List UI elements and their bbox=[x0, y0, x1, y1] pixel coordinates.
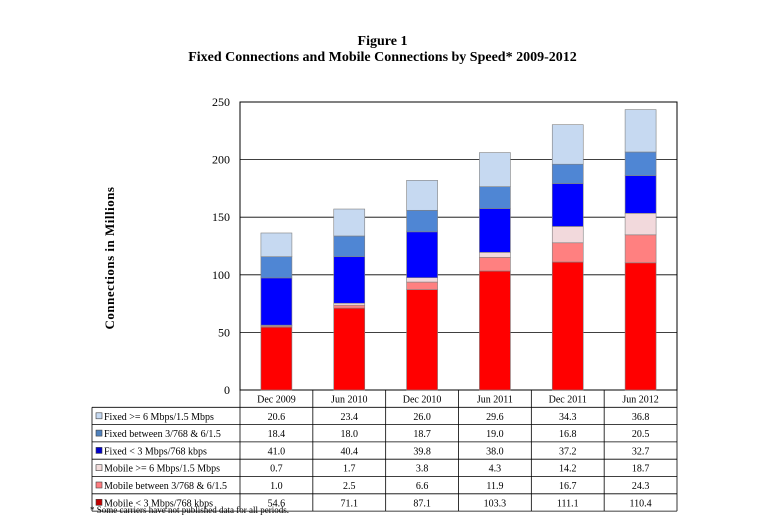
legend-marker bbox=[95, 481, 103, 489]
bar-segment bbox=[479, 270, 511, 391]
bar-segment bbox=[624, 234, 657, 264]
table-value: 32.7 bbox=[632, 446, 650, 457]
table-value: 26.0 bbox=[413, 412, 431, 423]
table-value: 39.8 bbox=[413, 446, 431, 457]
legend-label: Mobile < 3 Mbps/768 kbps bbox=[104, 498, 213, 509]
chart-title: Fixed Connections and Mobile Connections… bbox=[188, 50, 577, 65]
bar-segment bbox=[406, 277, 438, 283]
bar-segment bbox=[260, 256, 293, 279]
legend-label: Fixed >= 6 Mbps/1.5 Mbps bbox=[104, 412, 214, 423]
y-tick-label: 50 bbox=[218, 325, 230, 339]
bar-segment bbox=[406, 289, 438, 391]
table-value: 6.6 bbox=[416, 481, 429, 492]
legend-marker bbox=[95, 447, 103, 454]
table-value: 54.6 bbox=[268, 498, 286, 509]
bar-segment bbox=[333, 235, 366, 258]
legend-marker bbox=[95, 412, 103, 420]
bar-segment bbox=[479, 152, 511, 187]
table-value: 3.8 bbox=[416, 464, 429, 475]
table-value: 38.0 bbox=[486, 446, 504, 457]
table-value: 24.3 bbox=[632, 481, 650, 492]
legend-label: Mobile >= 6 Mbps/1.5 Mbps bbox=[104, 464, 220, 475]
bar-segment bbox=[406, 209, 438, 233]
x-tick-label: Dec 2011 bbox=[549, 395, 587, 406]
bar-segment bbox=[624, 109, 657, 153]
table-value: 71.1 bbox=[341, 498, 359, 509]
bar-segment bbox=[624, 151, 657, 176]
bar-segment bbox=[406, 180, 438, 211]
y-tick-label: 250 bbox=[212, 95, 230, 109]
x-tick-label: Jun 2010 bbox=[331, 395, 367, 406]
bar-segment bbox=[551, 163, 584, 184]
legend-label: Fixed < 3 Mbps/768 kbps bbox=[104, 446, 207, 457]
table-value: 14.2 bbox=[559, 464, 577, 475]
bar-segment bbox=[479, 186, 511, 209]
bar-segment bbox=[551, 183, 584, 227]
bar-segment bbox=[406, 231, 438, 278]
x-tick-label: Dec 2010 bbox=[403, 395, 442, 406]
bar-segment bbox=[333, 256, 366, 304]
bar-segment bbox=[260, 277, 293, 326]
table-value: 23.4 bbox=[341, 412, 359, 423]
bar-segment bbox=[624, 262, 657, 391]
figure-label: Figure 1 bbox=[357, 34, 408, 49]
y-tick-label: 0 bbox=[224, 383, 230, 397]
legend-marker bbox=[95, 498, 103, 506]
table-value: 1.7 bbox=[343, 464, 356, 475]
table-value: 34.3 bbox=[559, 412, 577, 423]
table-value: 4.3 bbox=[489, 464, 502, 475]
x-tick-label: Jun 2012 bbox=[622, 395, 658, 406]
table-value: 36.8 bbox=[632, 412, 650, 423]
bar-segment bbox=[333, 307, 366, 391]
legend-marker bbox=[95, 429, 103, 437]
bar-segment bbox=[333, 304, 366, 309]
table-value: 19.0 bbox=[486, 429, 504, 440]
table-value: 1.0 bbox=[270, 481, 283, 492]
bar-segment bbox=[551, 261, 584, 391]
bar-segment bbox=[406, 281, 438, 290]
table-value: 40.4 bbox=[341, 446, 359, 457]
table-value: 16.7 bbox=[559, 481, 577, 492]
table-value: 29.6 bbox=[486, 412, 504, 423]
table-value: 110.4 bbox=[630, 498, 652, 509]
plot-area-border bbox=[239, 101, 678, 391]
bar-segment bbox=[260, 232, 293, 258]
legend-marker bbox=[95, 464, 103, 472]
table-value: 11.9 bbox=[486, 481, 503, 492]
y-tick-label: 150 bbox=[212, 210, 230, 224]
bar-segment bbox=[551, 226, 584, 244]
table-value: 18.7 bbox=[632, 464, 650, 475]
y-tick-label: 200 bbox=[212, 153, 230, 167]
bar-segment bbox=[479, 208, 511, 253]
footnote: * Some carriers have not published data … bbox=[90, 505, 289, 515]
bar-segment bbox=[551, 124, 584, 165]
bar-segment bbox=[551, 242, 584, 263]
table-value: 18.7 bbox=[413, 429, 431, 440]
table-value: 16.8 bbox=[559, 429, 577, 440]
table-value: 0.7 bbox=[270, 464, 283, 475]
table-value: 2.5 bbox=[343, 481, 356, 492]
bar-segment bbox=[479, 256, 511, 272]
legend-label: Mobile between 3/768 & 6/1.5 bbox=[104, 481, 227, 492]
legend-label: Fixed between 3/768 & 6/1.5 bbox=[104, 429, 221, 440]
bar-segment bbox=[624, 212, 657, 236]
y-tick-label: 100 bbox=[212, 268, 230, 282]
table-value: 18.4 bbox=[268, 429, 286, 440]
bar-segment bbox=[624, 175, 657, 214]
table-value: 37.2 bbox=[559, 446, 577, 457]
table-value: 18.0 bbox=[341, 429, 359, 440]
table-value: 41.0 bbox=[268, 446, 286, 457]
x-tick-label: Jun 2011 bbox=[477, 395, 513, 406]
table-value: 87.1 bbox=[413, 498, 431, 509]
bar-segment bbox=[333, 208, 366, 237]
bar-segment bbox=[260, 326, 293, 391]
bar-segment bbox=[479, 252, 511, 258]
table-value: 103.3 bbox=[484, 498, 507, 509]
table-value: 20.5 bbox=[632, 429, 650, 440]
table-value: 111.1 bbox=[557, 498, 579, 509]
x-tick-label: Dec 2009 bbox=[257, 395, 296, 406]
table-value: 20.6 bbox=[268, 412, 286, 423]
